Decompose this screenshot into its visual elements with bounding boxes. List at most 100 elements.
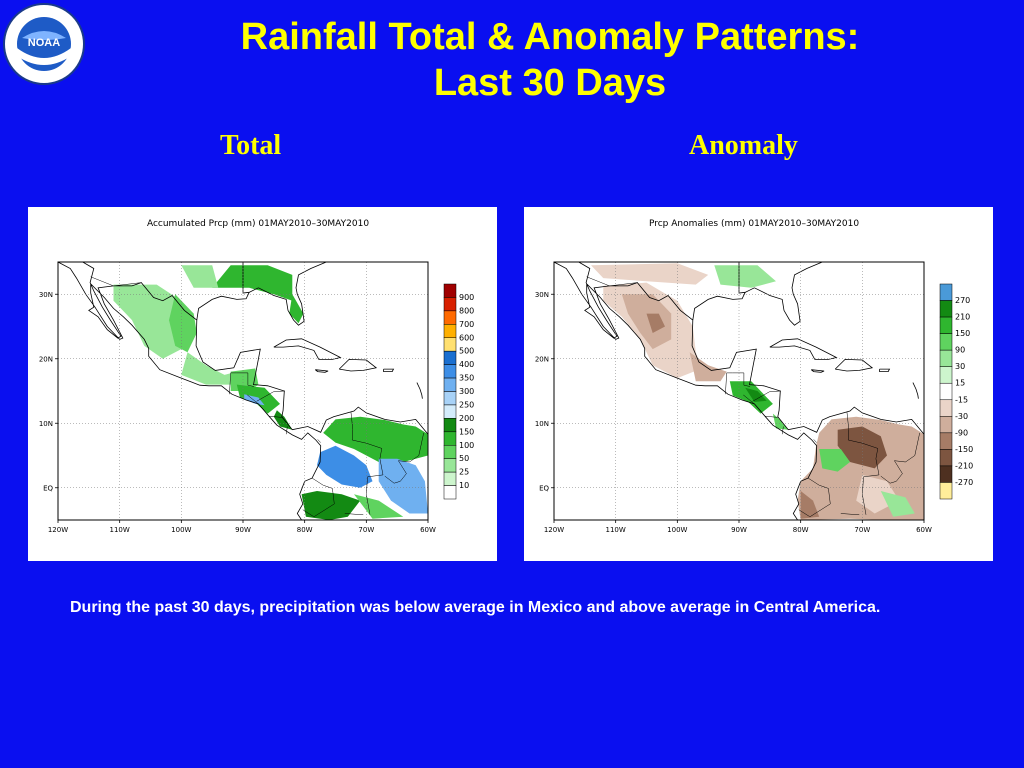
lon-tick-label: 80W <box>297 526 313 534</box>
anomaly-map: Prcp Anomalies (mm) 01MAY2010–30MAY2010 1… <box>535 219 973 534</box>
precip-patch <box>181 352 237 385</box>
map-area <box>554 262 924 520</box>
anomaly-map-panel: Prcp Anomalies (mm) 01MAY2010–30MAY2010 1… <box>524 207 993 561</box>
coastline <box>273 338 342 360</box>
noaa-logo: NOAA <box>2 2 86 86</box>
country-border <box>350 411 384 515</box>
legend-label: 400 <box>459 360 474 369</box>
coastline <box>242 262 327 326</box>
country-border <box>586 276 638 287</box>
total-heading: Total <box>220 130 282 161</box>
country-border <box>846 411 880 515</box>
precip-patch <box>880 491 915 517</box>
legend-swatch <box>939 300 953 318</box>
lat-tick-label: 20N <box>39 355 53 363</box>
legend-swatch <box>443 418 457 433</box>
precip-patch <box>689 352 727 382</box>
legend-label: 250 <box>459 400 474 409</box>
legend-swatch <box>443 283 457 298</box>
legend-label: 10 <box>459 481 469 490</box>
precip-patch <box>273 410 293 430</box>
legend-label: 350 <box>459 374 474 383</box>
legend-swatch <box>939 432 953 450</box>
precip-patch <box>301 491 361 520</box>
country-border <box>317 439 321 443</box>
legend-label: -270 <box>955 478 973 487</box>
map-area <box>58 262 428 520</box>
total-map: Accumulated Prcp (mm) 01MAY2010–30MAY201… <box>39 219 474 534</box>
country-border <box>752 390 781 402</box>
legend-swatch <box>443 350 457 365</box>
lon-tick-label: 70W <box>358 526 374 534</box>
precip-patch <box>646 313 665 333</box>
lon-tick-label: 100W <box>171 526 191 534</box>
legend-swatch <box>939 416 953 434</box>
lat-tick-label: 30N <box>535 291 549 299</box>
legend-swatch <box>443 485 457 500</box>
legend-swatch <box>939 283 953 301</box>
legend-label: 700 <box>459 320 474 329</box>
country-border <box>247 372 255 387</box>
precip-patch <box>323 416 428 462</box>
precip-patch <box>212 265 293 301</box>
country-border <box>344 513 364 516</box>
legend-label: 90 <box>955 346 965 355</box>
legend-swatch <box>443 458 457 473</box>
map-title: Prcp Anomalies (mm) 01MAY2010–30MAY2010 <box>649 219 859 229</box>
country-border <box>743 394 755 405</box>
coastline <box>769 338 838 360</box>
legend-label: 270 <box>955 296 970 305</box>
precip-patch <box>591 263 709 285</box>
country-border <box>765 415 778 418</box>
slide-title: Rainfall Total & Anomaly Patterns: Last … <box>120 14 980 106</box>
legend-label: 100 <box>459 441 474 450</box>
legend-swatch <box>443 310 457 325</box>
lon-tick-label: 70W <box>854 526 870 534</box>
precip-patch <box>714 265 776 288</box>
legend-swatch <box>443 445 457 459</box>
country-border <box>781 426 784 435</box>
coastline <box>879 368 891 373</box>
precip-patch <box>289 294 304 324</box>
precip-patch <box>800 491 820 519</box>
legend-label: 800 <box>459 306 474 315</box>
coastline <box>416 382 423 399</box>
country-border <box>285 426 288 435</box>
legend-swatch <box>443 404 457 419</box>
legend-swatch <box>939 333 953 351</box>
logo-text: NOAA <box>28 37 60 49</box>
lon-tick-label: 110W <box>110 526 130 534</box>
legend-label: 150 <box>955 329 970 338</box>
legend-swatch <box>443 431 457 446</box>
precip-patch <box>819 449 850 472</box>
coastline <box>196 292 250 321</box>
legend-label: 300 <box>459 387 474 396</box>
precip-patch <box>837 426 887 469</box>
legend-swatch <box>939 465 953 483</box>
total-map-panel: Accumulated Prcp (mm) 01MAY2010–30MAY201… <box>28 207 497 561</box>
legend-label: -90 <box>955 428 968 437</box>
legend-label: -15 <box>955 395 968 404</box>
coastline <box>810 369 825 373</box>
lon-tick-label: 110W <box>606 526 626 534</box>
coastline <box>338 358 378 372</box>
coastline <box>314 369 329 373</box>
legend-label: 25 <box>459 468 469 477</box>
precip-patch <box>621 294 672 350</box>
precip-patch <box>354 494 404 519</box>
legend-label: -150 <box>955 445 973 454</box>
legend-swatch <box>443 324 457 338</box>
legend-swatch <box>939 316 953 334</box>
lat-tick-label: 10N <box>535 420 549 428</box>
legend-swatch <box>443 377 457 392</box>
coastline <box>912 382 919 399</box>
country-border <box>743 372 751 387</box>
legend-label: 150 <box>459 427 474 436</box>
country-border <box>229 372 248 395</box>
precip-patch <box>181 265 219 288</box>
legend-swatch <box>939 482 953 500</box>
country-border <box>247 394 259 405</box>
coastline <box>834 358 874 372</box>
lon-tick-label: 100W <box>667 526 687 534</box>
color-legend: 270 210 150 90 30 15 -15 -30 -90 -150 -210 -270 <box>939 283 973 500</box>
